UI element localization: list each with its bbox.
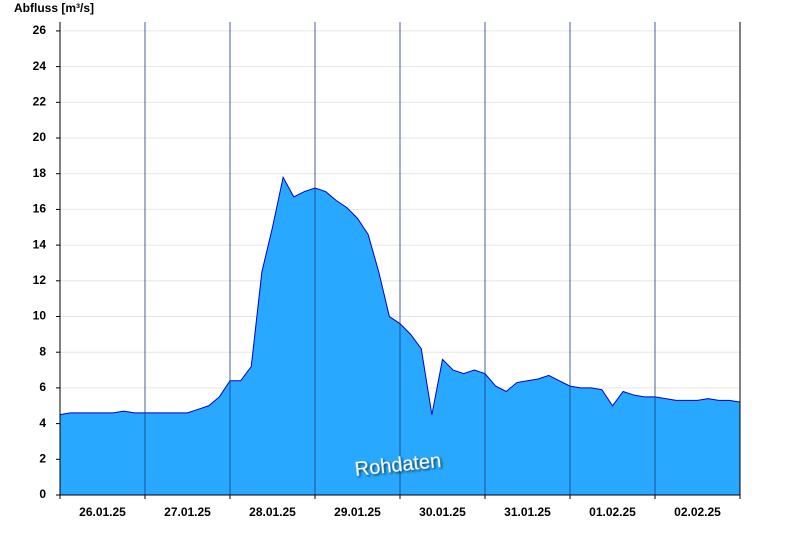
x-tick-label: 26.01.25	[79, 505, 126, 519]
y-tick-label: 2	[39, 451, 46, 465]
y-tick-label: 24	[33, 59, 47, 73]
y-axis-title: Abfluss [m³/s]	[14, 1, 94, 15]
x-tick-label: 27.01.25	[164, 505, 211, 519]
y-tick-label: 6	[39, 380, 46, 394]
y-tick-label: 26	[33, 23, 47, 37]
x-tick-label: 29.01.25	[334, 505, 381, 519]
y-tick-label: 10	[33, 309, 47, 323]
y-tick-label: 8	[39, 344, 46, 358]
y-tick-label: 4	[39, 416, 46, 430]
y-tick-label: 20	[33, 130, 47, 144]
y-tick-label: 12	[33, 273, 47, 287]
y-tick-label: 18	[33, 166, 47, 180]
x-tick-label: 01.02.25	[589, 505, 636, 519]
y-tick-label: 14	[33, 237, 47, 251]
x-tick-label: 02.02.25	[674, 505, 721, 519]
y-tick-label: 0	[39, 487, 46, 501]
x-tick-label: 30.01.25	[419, 505, 466, 519]
y-tick-label: 16	[33, 202, 47, 216]
y-tick-label: 22	[33, 94, 47, 108]
x-tick-label: 31.01.25	[504, 505, 551, 519]
x-tick-label: 28.01.25	[249, 505, 296, 519]
